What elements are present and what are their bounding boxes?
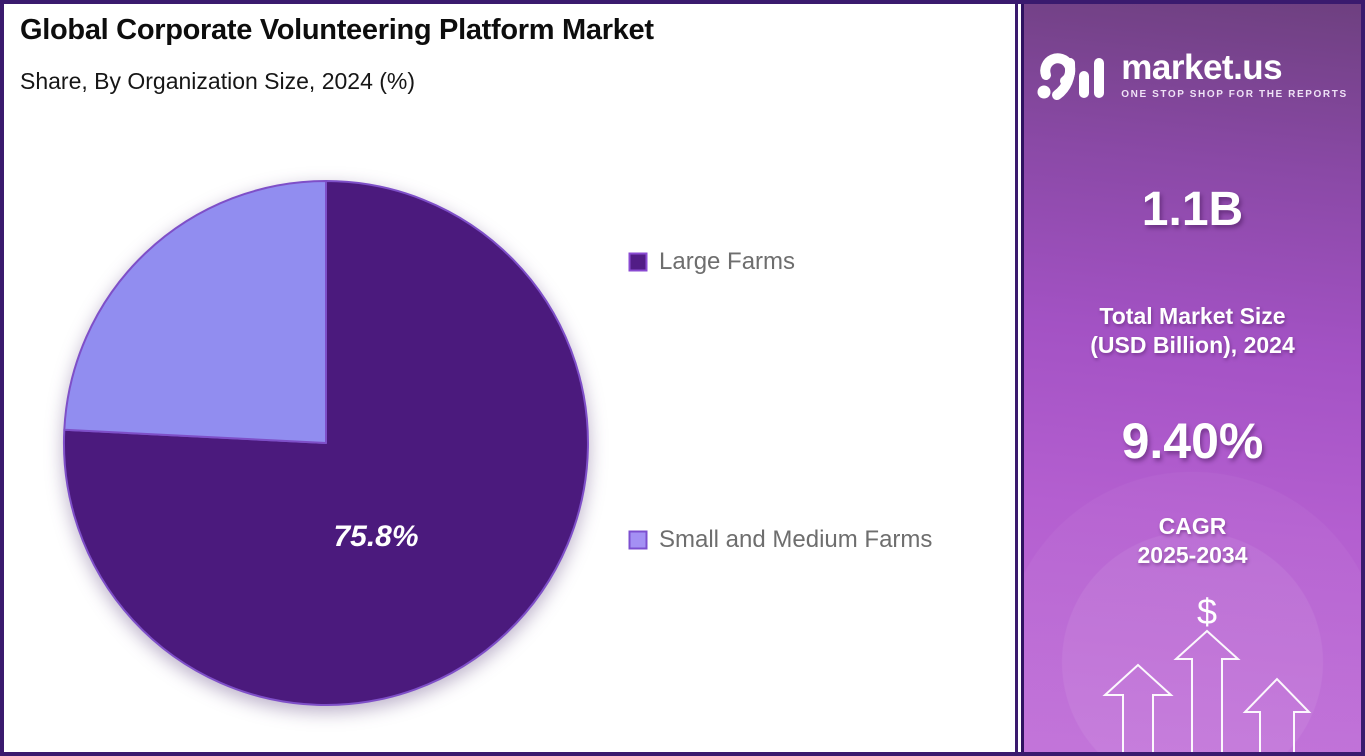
chart-title: Global Corporate Volunteering Platform M…	[20, 14, 654, 46]
chart-panel: Global Corporate Volunteering Platform M…	[4, 4, 1018, 752]
pie-slice-large-farms	[62, 180, 589, 706]
pie-chart-svg: 75.8%	[62, 180, 589, 706]
brand-name: market.us	[1121, 48, 1283, 87]
market-size-value: 1.1B	[1141, 183, 1244, 236]
dollar-icon: $	[1197, 591, 1217, 632]
legend-item-small-medium-farms: Small and Medium Farms	[628, 526, 932, 554]
brand-logo-icon	[1037, 53, 1105, 100]
panel-divider	[1018, 4, 1021, 752]
legend-label-small-medium-farms: Small and Medium Farms	[659, 526, 933, 553]
pie-chart: 75.8%	[46, 163, 606, 723]
market-size-label-line2: (USD Billion), 2024	[1090, 332, 1295, 359]
chart-subtitle: Share, By Organization Size, 2024 (%)	[20, 68, 416, 94]
brand-logo: market.us ONE STOP SHOP FOR THE REPORTS	[1024, 48, 1361, 102]
cagr-label: CAGR 2025-2034	[1024, 512, 1361, 571]
legend-item-large-farms: Large Farms	[628, 248, 795, 276]
brand-text: market.us ONE STOP SHOP FOR THE REPORTS	[1121, 50, 1347, 100]
pie-data-label: 75.8%	[333, 520, 418, 553]
pie-slice-small-medium-farms	[63, 180, 327, 444]
legend-marker-large-farms-icon	[628, 252, 648, 272]
cagr-label-line2: 2025-2034	[1137, 542, 1248, 569]
cagr-label-line1: CAGR	[1158, 513, 1227, 539]
brand-tagline: ONE STOP SHOP FOR THE REPORTS	[1121, 89, 1348, 100]
legend-label-large-farms: Large Farms	[659, 248, 796, 275]
growth-arrows-icon: $	[1102, 591, 1312, 752]
legend-marker-small-medium-farms-icon	[628, 530, 648, 550]
market-size-label-line1: Total Market Size	[1099, 303, 1286, 329]
cagr-value: 9.40%	[1121, 413, 1264, 469]
stats-sidebar: market.us ONE STOP SHOP FOR THE REPORTS …	[1021, 4, 1361, 752]
market-size-label: Total Market Size (USD Billion), 2024	[1024, 302, 1361, 361]
legend: Large Farms Small and Medium Farms	[628, 4, 1008, 752]
